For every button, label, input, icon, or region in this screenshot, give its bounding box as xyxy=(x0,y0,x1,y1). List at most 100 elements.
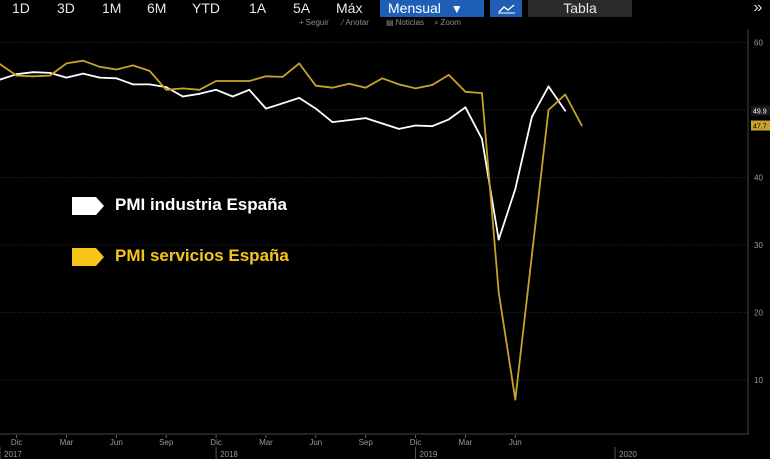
last-value-label: 47.7 xyxy=(753,124,767,131)
data-point xyxy=(547,109,550,111)
data-point xyxy=(98,65,101,68)
data-point xyxy=(198,92,201,95)
data-point xyxy=(364,117,367,119)
legend-label-servicios: PMI servicios España xyxy=(115,246,289,265)
data-point xyxy=(447,118,450,121)
year-label: 2020 xyxy=(619,450,637,459)
data-point xyxy=(32,75,35,78)
range-max-button[interactable]: Máx xyxy=(336,0,363,16)
table-view-button[interactable]: Tabla xyxy=(528,0,632,17)
data-point xyxy=(231,95,234,98)
data-point xyxy=(431,125,434,128)
x-tick-label: Dic xyxy=(210,438,222,447)
x-tick-label: Dic xyxy=(11,438,23,447)
chart-subtoolbar: + Seguir ⁄ Anotar ▤ Noticias ⌕ Zoom xyxy=(0,17,770,29)
line-chart-button[interactable] xyxy=(490,0,522,17)
chevron-down-icon: ▼ xyxy=(450,2,463,16)
data-point xyxy=(314,84,317,87)
data-point xyxy=(514,398,517,401)
data-point xyxy=(414,87,417,90)
data-point xyxy=(115,68,118,71)
data-point xyxy=(414,124,417,127)
data-point xyxy=(132,64,134,67)
data-point xyxy=(398,128,400,130)
data-point xyxy=(497,238,500,241)
period-dropdown[interactable]: Mensual ▼ xyxy=(380,0,484,17)
x-tick-label: Jun xyxy=(509,438,522,447)
data-point xyxy=(32,71,35,74)
toolbar: 1D 3D 1M 6M YTD 1A 5A Máx Mensual ▼ Tabl… xyxy=(0,0,770,17)
period-dropdown-label: Mensual xyxy=(388,0,441,16)
data-point xyxy=(148,70,151,72)
data-point xyxy=(298,97,301,99)
data-point xyxy=(49,72,51,74)
data-point xyxy=(564,93,567,96)
range-ytd-button[interactable]: YTD xyxy=(192,0,220,16)
y-tick-label: 20 xyxy=(754,309,763,318)
year-label: 2017 xyxy=(4,450,22,459)
data-point xyxy=(281,102,284,105)
data-point xyxy=(0,78,1,81)
data-point xyxy=(331,121,334,123)
data-point xyxy=(82,72,84,75)
annotate-button[interactable]: ⁄ Anotar xyxy=(342,18,369,27)
x-tick-label: Jun xyxy=(110,438,123,447)
data-point xyxy=(464,90,467,93)
data-point xyxy=(98,76,101,79)
data-point xyxy=(82,59,84,62)
data-point xyxy=(431,84,434,86)
pmi-line-chart: 102030405060DicMarJunSepDicMarJunSepDicM… xyxy=(0,29,770,459)
range-3d-button[interactable]: 3D xyxy=(57,0,75,16)
news-button[interactable]: ▤ Noticias xyxy=(386,18,425,27)
last-value-tag xyxy=(751,105,770,116)
zoom-button[interactable]: ⌕ Zoom xyxy=(434,18,461,27)
data-point xyxy=(580,124,583,127)
line-chart-icon xyxy=(498,4,515,14)
range-1m-button[interactable]: 1M xyxy=(102,0,122,16)
news-icon: ▤ xyxy=(386,18,394,27)
range-5a-button[interactable]: 5A xyxy=(293,0,311,16)
data-point xyxy=(531,115,533,118)
data-point xyxy=(497,291,500,294)
data-point xyxy=(348,119,350,121)
data-point xyxy=(481,92,483,94)
follow-button[interactable]: + Seguir xyxy=(299,18,329,27)
data-point xyxy=(198,88,201,91)
double-chevron-right-icon[interactable]: » xyxy=(753,0,763,16)
x-tick-label: Mar xyxy=(60,438,74,447)
last-value-tag xyxy=(751,120,770,131)
data-point xyxy=(248,80,251,82)
data-point xyxy=(215,80,218,82)
x-tick-label: Sep xyxy=(359,438,374,447)
range-1d-button[interactable]: 1D xyxy=(12,0,30,16)
year-label: 2018 xyxy=(220,450,238,459)
data-point xyxy=(132,83,134,86)
data-point xyxy=(65,62,68,65)
data-point xyxy=(115,77,118,80)
data-point xyxy=(0,63,1,65)
range-1a-button[interactable]: 1A xyxy=(249,0,267,16)
range-6m-button[interactable]: 6M xyxy=(147,0,167,16)
x-tick-label: Dic xyxy=(410,438,422,447)
data-point xyxy=(364,86,367,89)
data-point xyxy=(248,88,251,91)
data-point xyxy=(215,88,218,91)
data-point xyxy=(49,74,51,77)
data-point xyxy=(481,138,483,140)
data-point xyxy=(348,82,350,85)
y-tick-label: 10 xyxy=(754,376,763,385)
plus-icon: + xyxy=(299,18,304,27)
year-label: 2019 xyxy=(420,450,438,459)
y-tick-label: 40 xyxy=(754,174,763,183)
data-point xyxy=(181,95,184,98)
legend-marker-servicios-icon xyxy=(72,248,104,266)
last-value-label: 49.9 xyxy=(753,109,767,116)
data-point xyxy=(15,74,18,77)
data-point xyxy=(281,76,284,78)
data-point xyxy=(381,77,384,80)
pencil-icon: ⁄ xyxy=(342,18,344,27)
data-point xyxy=(398,83,400,86)
data-point xyxy=(231,80,234,82)
data-point xyxy=(165,88,168,91)
zoom-icon: ⌕ xyxy=(434,18,439,27)
